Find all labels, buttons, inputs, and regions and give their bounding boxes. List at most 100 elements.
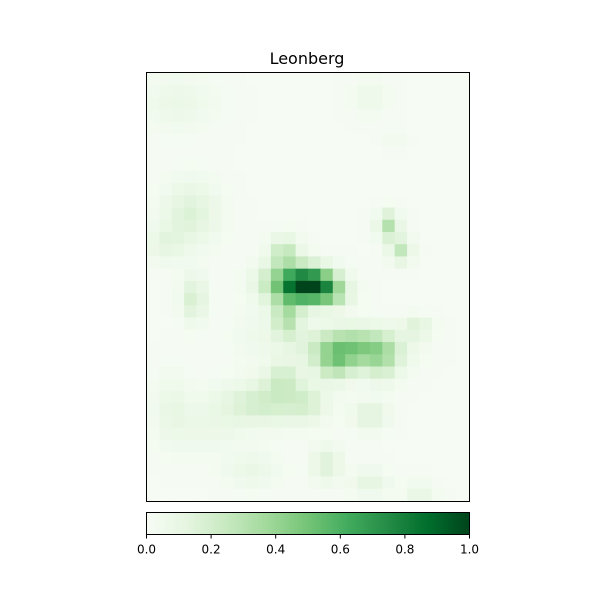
- heatmap-cell: [184, 427, 198, 441]
- heatmap-cell: [357, 378, 371, 392]
- heatmap-cell: [258, 97, 272, 111]
- heatmap-cell: [147, 378, 160, 392]
- heatmap-cell: [147, 146, 160, 160]
- heatmap-cell: [357, 256, 371, 270]
- heatmap-cell: [208, 244, 222, 258]
- heatmap-cell: [444, 183, 458, 196]
- heatmap-cell: [221, 476, 235, 490]
- heatmap-cell: [431, 183, 445, 196]
- heatmap-cell: [369, 342, 383, 355]
- heatmap-cell: [332, 146, 346, 160]
- heatmap-cell: [407, 97, 421, 111]
- heatmap-cell: [171, 207, 185, 221]
- heatmap-cell: [357, 354, 371, 368]
- heatmap-cell: [283, 207, 297, 221]
- heatmap-cell: [184, 134, 198, 147]
- heatmap-cell: [196, 158, 210, 172]
- heatmap-cell: [147, 109, 160, 123]
- heatmap-cell: [456, 97, 470, 111]
- heatmap-cell: [320, 121, 334, 135]
- heatmap-cell: [221, 146, 235, 160]
- heatmap-cell: [270, 354, 284, 368]
- heatmap-cell: [419, 476, 433, 490]
- heatmap-cell: [270, 134, 284, 147]
- heatmap-cell: [456, 293, 470, 306]
- heatmap-cell: [332, 476, 346, 490]
- heatmap-cell: [159, 244, 173, 258]
- heatmap-cell: [345, 256, 359, 270]
- heatmap-cell: [382, 280, 396, 294]
- heatmap-cell: [208, 452, 222, 465]
- heatmap-cell: [246, 439, 260, 453]
- heatmap-cell: [258, 109, 272, 123]
- heatmap-cell: [345, 317, 359, 331]
- heatmap-cell: [270, 366, 284, 380]
- heatmap-cell: [270, 390, 284, 404]
- heatmap-cell: [431, 488, 445, 502]
- colorbar-tick-label: 0.8: [395, 543, 414, 557]
- heatmap-cell: [419, 329, 433, 343]
- heatmap-cell: [456, 219, 470, 233]
- heatmap-cell: [147, 427, 160, 441]
- heatmap-cell: [147, 476, 160, 490]
- heatmap-cell: [221, 342, 235, 355]
- heatmap-cell: [407, 305, 421, 319]
- heatmap-cell: [308, 342, 321, 355]
- heatmap-cell: [407, 415, 421, 429]
- heatmap-cell: [357, 73, 371, 86]
- heatmap-cell: [246, 403, 260, 416]
- heatmap-cell: [270, 378, 284, 392]
- heatmap-cell: [382, 73, 396, 86]
- heatmap-cell: [357, 121, 371, 135]
- heatmap-cell: [382, 354, 396, 368]
- heatmap-cell: [147, 231, 160, 245]
- heatmap-cell: [246, 329, 260, 343]
- heatmap-cell: [308, 476, 321, 490]
- heatmap-cell: [147, 464, 160, 478]
- heatmap-cell: [283, 427, 297, 441]
- heatmap-cell: [382, 256, 396, 270]
- heatmap-cell: [295, 342, 309, 355]
- heatmap-cell: [171, 183, 185, 196]
- heatmap-cell: [258, 317, 272, 331]
- heatmap-cell: [394, 256, 408, 270]
- heatmap-cell: [295, 293, 309, 306]
- heatmap-cell: [332, 317, 346, 331]
- heatmap-cell: [456, 256, 470, 270]
- heatmap-cell: [171, 403, 185, 416]
- heatmap-cell: [308, 158, 321, 172]
- heatmap-cell: [196, 390, 210, 404]
- heatmap-cell: [332, 293, 346, 306]
- heatmap-cell: [147, 73, 160, 86]
- heatmap-cell: [332, 415, 346, 429]
- heatmap-cell: [171, 464, 185, 478]
- heatmap-cell: [431, 403, 445, 416]
- heatmap-cell: [431, 280, 445, 294]
- heatmap-cell: [159, 85, 173, 99]
- heatmap-cell: [407, 427, 421, 441]
- heatmap-cell: [444, 109, 458, 123]
- heatmap-cell: [394, 403, 408, 416]
- heatmap-cell: [258, 329, 272, 343]
- heatmap-cell: [283, 219, 297, 233]
- heatmap-cell: [208, 342, 222, 355]
- heatmap-cell: [196, 85, 210, 99]
- heatmap-cell: [184, 415, 198, 429]
- heatmap-cell: [357, 207, 371, 221]
- heatmap-cell: [394, 354, 408, 368]
- heatmap-cell: [357, 183, 371, 196]
- heatmap-cell: [456, 415, 470, 429]
- heatmap-cell: [332, 121, 346, 135]
- heatmap-cell: [246, 476, 260, 490]
- heatmap-cell: [345, 207, 359, 221]
- heatmap-cell: [295, 280, 309, 294]
- heatmap-cell: [246, 342, 260, 355]
- heatmap-cell: [345, 415, 359, 429]
- heatmap-cell: [233, 73, 247, 86]
- heatmap-cell: [332, 73, 346, 86]
- heatmap-cell: [369, 183, 383, 196]
- heatmap-cell: [345, 366, 359, 380]
- heatmap-cell: [147, 183, 160, 196]
- heatmap-cell: [308, 73, 321, 86]
- heatmap-cell: [184, 378, 198, 392]
